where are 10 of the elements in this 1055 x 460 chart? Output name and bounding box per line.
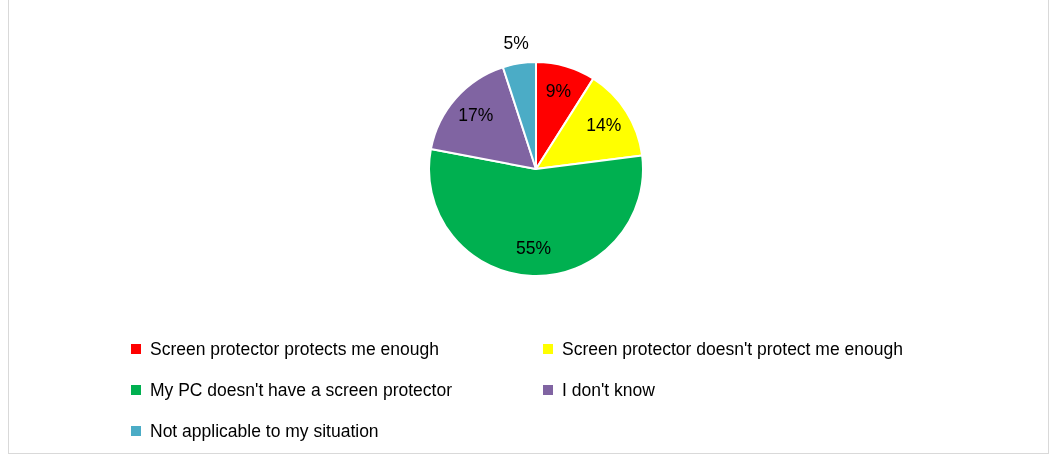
data-label: 17% [458,104,494,125]
data-label: 9% [545,80,572,101]
data-label: 55% [515,238,551,259]
legend-label: Screen protector doesn't protect me enough [562,338,903,360]
data-label: 14% [586,114,622,135]
legend-label: My PC doesn't have a screen protector [150,379,452,401]
legend-label: Not applicable to my situation [150,420,379,442]
legend-label: I don't know [562,379,655,401]
legend-label: Screen protector protects me enough [150,338,439,360]
data-label: 5% [503,33,529,54]
